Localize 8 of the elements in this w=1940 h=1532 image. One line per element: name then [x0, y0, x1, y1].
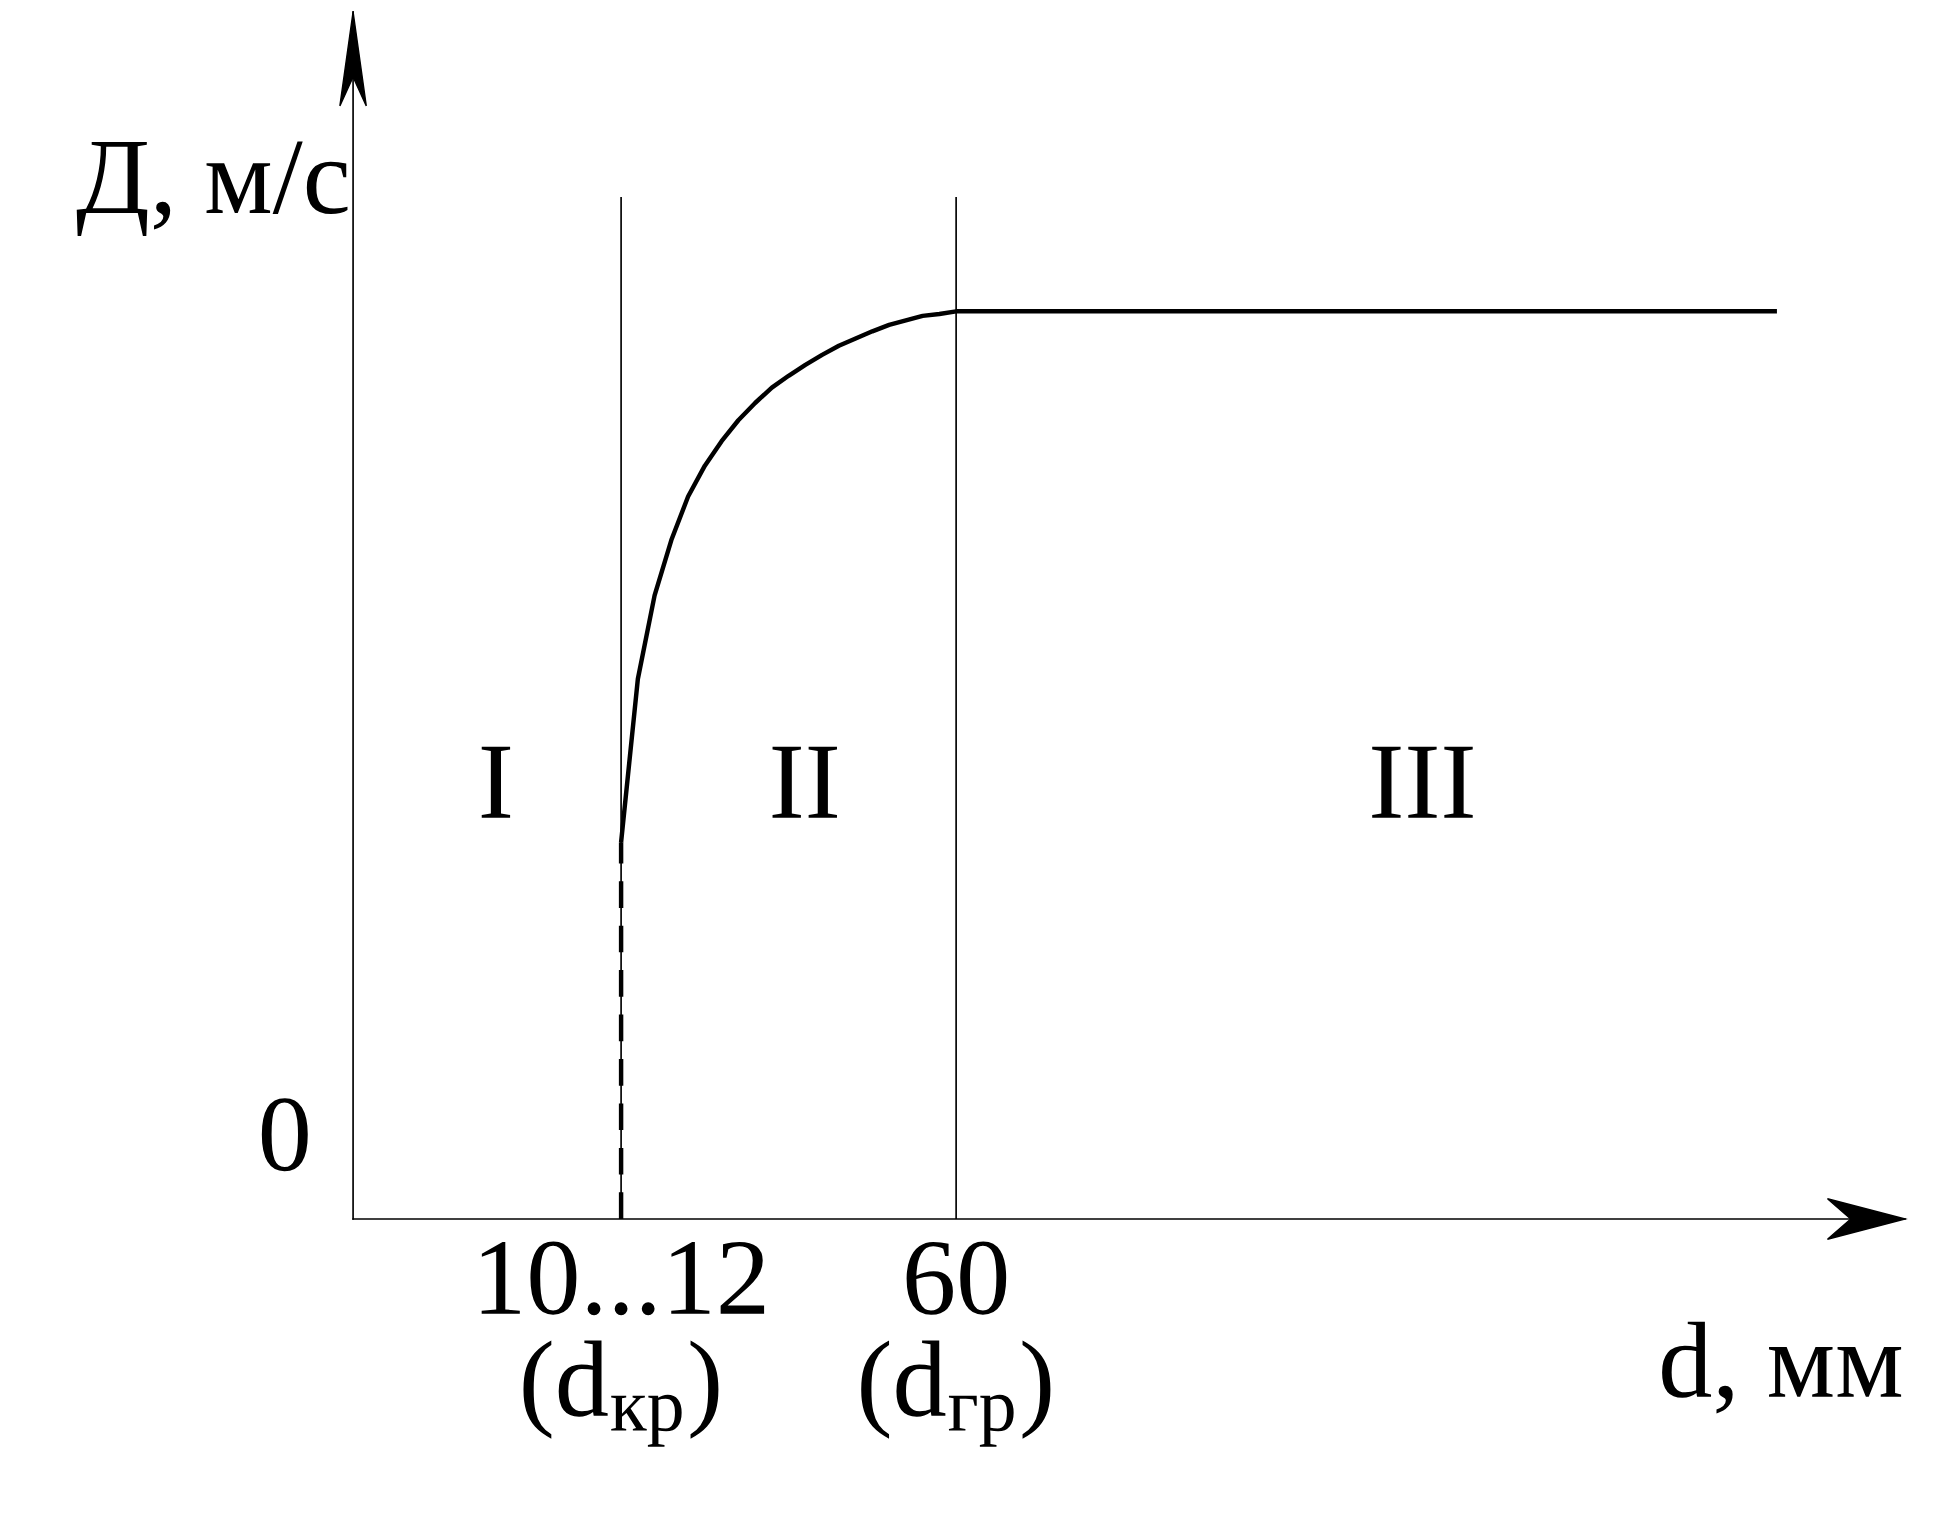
annotation: I — [481, 746, 511, 818]
text: 0 — [261, 1098, 308, 1172]
x-tick-label: 60 (d$_{гр}$) — [861, 1241, 1051, 1447]
y-axis-title: Д, м/с — [76, 141, 348, 236]
annotation: II — [772, 746, 837, 818]
x-axis-title: d, мм — [1662, 1321, 1902, 1414]
annotation: III — [1372, 746, 1473, 818]
x-tick-label: 10...12 (d$_{кр}$) — [481, 1241, 765, 1447]
